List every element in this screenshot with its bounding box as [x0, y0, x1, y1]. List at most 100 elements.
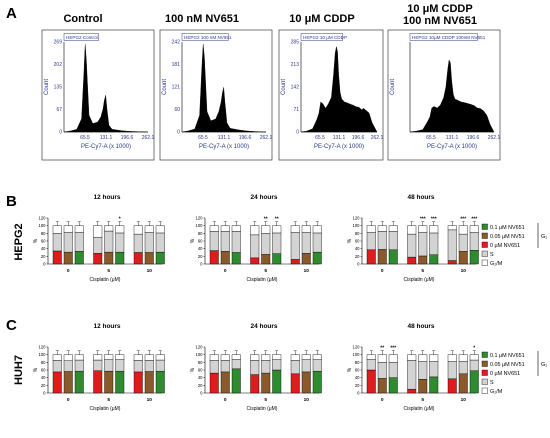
bar-significance: ***: [471, 217, 477, 223]
bar-segment-g1: [133, 252, 143, 265]
bar-y-tick-label: 60: [355, 368, 360, 373]
bar-y-tick-label: 20: [355, 383, 360, 388]
bar-x-tick-label: 0: [224, 268, 227, 274]
histogram-y-label: Count: [390, 79, 396, 95]
histogram-x-tick-label: 196.6: [121, 135, 134, 141]
bar-segment-s: [469, 232, 479, 251]
bar-x-label: Cisplatin (μM): [90, 277, 121, 283]
bar-segment-g2m: [469, 225, 479, 233]
legend-label: 0.1 μM NV651: [490, 225, 525, 231]
histogram-y-label: Count: [281, 79, 287, 95]
histogram-frame: [387, 29, 501, 161]
bar-segment-g2m: [104, 354, 114, 360]
bar-y-tick-label: 40: [355, 375, 360, 380]
histogram-y-tick-label: 135: [54, 85, 63, 91]
bar-segment-s: [220, 360, 230, 373]
bar-segment-s: [104, 359, 114, 372]
histogram-x-tick-label: 131.1: [100, 135, 113, 141]
bar-y-tick-label: 120: [39, 216, 47, 221]
bar-segment-g1: [155, 251, 165, 265]
bar-x-tick-label: 5: [107, 268, 110, 274]
bar-significance: *: [473, 346, 475, 352]
bar-y-tick-label: 20: [41, 254, 46, 259]
bar-segment-g1: [407, 388, 417, 394]
bar-panel-title: 24 hours: [250, 194, 277, 201]
histogram-panel-1: HEPG2 Control 0 67 135 202 269 Count 65.5 131.1 1…: [41, 29, 155, 161]
histogram-y-tick-label: 213: [291, 62, 300, 68]
histogram-y-tick-label: 285: [291, 40, 300, 46]
bar-segment-g1: [155, 370, 165, 394]
bar-segment-s: [301, 231, 311, 254]
histogram-x-label: PE-Cy7-A (x 1000): [314, 144, 364, 150]
bar-segment-s: [155, 359, 165, 372]
bar-segment-g2m: [250, 225, 260, 236]
bar-segment-g2m: [261, 225, 271, 234]
histogram-y-label: Count: [44, 79, 50, 95]
bar-segment-g2m: [133, 354, 143, 361]
bar-y-tick-label: 100: [39, 223, 47, 228]
legend-label: 0 μM NV651: [490, 243, 520, 249]
histogram-x-label: PE-Cy7-A (x 1000): [81, 144, 131, 150]
bar-segment-g2m: [301, 354, 311, 360]
bar-y-tick-label: 0: [200, 262, 203, 267]
bar-segment-s: [447, 361, 457, 380]
bar-y-tick-label: 100: [353, 352, 361, 357]
legend-swatch: [481, 387, 488, 394]
bar-segment-g1: [144, 371, 154, 394]
bar-segment-s: [407, 360, 417, 390]
bar-x-tick-label: 10: [304, 268, 310, 274]
bar-y-tick-label: 60: [355, 239, 360, 244]
panel-letter-a: A: [6, 5, 17, 22]
bar-y-tick-label: 40: [198, 375, 203, 380]
bar-x-tick-label: 5: [107, 397, 110, 403]
bar-segment-g1: [429, 254, 439, 265]
legend-label: 0.05 μM NV51: [490, 234, 525, 240]
hist-title-nv651: 100 nM NV651: [165, 13, 239, 25]
bar-segment-s: [290, 360, 300, 375]
bar-segment-g2m: [52, 225, 62, 234]
bar-segment-g1: [366, 249, 376, 265]
bar-segment-s: [209, 231, 219, 251]
histogram-y-tick-label: 67: [56, 107, 62, 113]
bar-segment-g1: [469, 370, 479, 394]
bar-segment-s: [366, 359, 376, 371]
bar-segment-g2m: [250, 354, 260, 361]
bar-x-tick-label: 5: [264, 397, 267, 403]
bar-segment-g1: [366, 369, 376, 394]
histogram-x-tick-label: 262.1: [142, 135, 155, 141]
bar-segment-s: [272, 232, 282, 254]
histogram-row: HEPG2 Control 0 67 135 202 269 Count 65.5 131.1 1…: [41, 29, 501, 161]
bar-segment-s: [290, 232, 300, 260]
histogram-x-label: PE-Cy7-A (x 1000): [199, 144, 249, 150]
bar-segment-g2m: [469, 354, 479, 361]
bar-segment-s: [115, 359, 125, 372]
bar-segment-g2m: [388, 225, 398, 232]
bar-y-tick-label: 120: [196, 345, 204, 350]
bar-significance: ***: [460, 217, 466, 223]
histogram-curve: [409, 59, 495, 133]
bar-y-tick-label: 40: [41, 246, 46, 251]
histogram-x-tick-label: 131.1: [333, 135, 346, 141]
row-label-hepg2: HEPG2: [13, 223, 25, 260]
bar-segment-s: [52, 233, 62, 252]
bar-segment-g1: [458, 251, 468, 265]
bar-segment-g1: [272, 253, 282, 265]
bar-segment-g1: [133, 371, 143, 394]
bar-y-tick-label: 0: [43, 262, 46, 267]
histogram-y-tick-label: 0: [296, 130, 299, 136]
bar-segment-g2m: [312, 225, 322, 234]
bar-segment-g2m: [447, 354, 457, 362]
bar-x-label: Cisplatin (μM): [404, 277, 435, 283]
bar-segment-g1: [418, 255, 428, 265]
bar-segment-g2m: [290, 225, 300, 233]
panel-letter-b: B: [6, 193, 17, 210]
bar-significance: **: [275, 217, 279, 223]
histogram-y-tick-label: 242: [172, 40, 181, 46]
bar-segment-g1: [220, 251, 230, 265]
bar-segment-g1: [115, 370, 125, 394]
bar-segment-s: [155, 232, 165, 253]
legend-bracket-label: G₁: [541, 234, 547, 240]
bar-segment-g1: [272, 369, 282, 394]
bar-segment-g1: [312, 370, 322, 394]
bar-panel-title: 12 hours: [93, 323, 120, 330]
